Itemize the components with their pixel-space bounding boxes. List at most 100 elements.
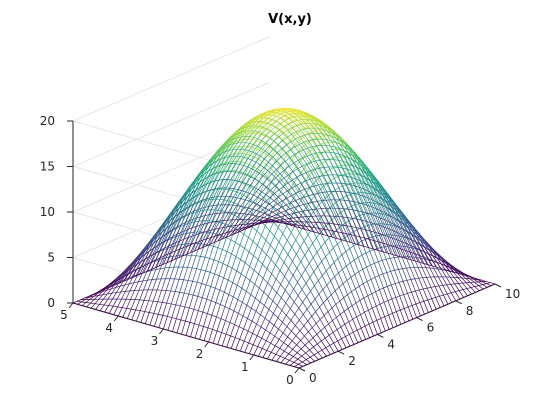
mesh-line-y-7-11 <box>310 286 314 291</box>
mesh-line-x-14-16 <box>277 199 282 205</box>
mesh-line-y-45-1 <box>100 299 104 304</box>
mesh-line-y-6-11 <box>315 294 319 299</box>
mesh-line-y-4-11 <box>324 312 328 316</box>
mesh-line-y-2-13 <box>341 324 345 327</box>
mesh-line-x-1-14 <box>235 338 240 340</box>
mesh-line-y-4-30 <box>399 269 403 270</box>
mesh-line-x-5-12 <box>260 302 265 306</box>
mesh-line-y-29-1 <box>172 305 176 318</box>
mesh-line-x-2-21 <box>207 314 212 316</box>
mesh-line-y-45-42 <box>260 212 264 213</box>
mesh-line-x-20-7 <box>341 241 346 252</box>
mesh-line-y-1-23 <box>385 315 389 317</box>
mesh-line-x-4-29 <box>179 279 184 280</box>
mesh-line-x-47-42 <box>289 218 294 219</box>
mesh-line-x-15-9 <box>313 243 318 252</box>
mesh-line-x-9-19 <box>244 234 249 237</box>
mesh-line-x-34-3 <box>414 267 419 278</box>
mesh-line-x-45-35 <box>313 201 318 202</box>
mesh-line-y-9-15 <box>317 247 321 252</box>
mesh-line-x-27-3 <box>387 273 392 285</box>
mesh-line-y-16-14 <box>282 198 286 206</box>
mesh-line-x-6-18 <box>237 271 242 274</box>
mesh-line-y-25-4 <box>202 271 206 284</box>
mesh-line-x-35-1 <box>427 288 432 299</box>
mesh-line-y-35-33 <box>270 138 274 141</box>
mesh-line-x-2-8 <box>266 341 271 344</box>
mesh-line-x-1-3 <box>285 358 290 360</box>
mesh-line-x-30-31 <box>272 116 277 119</box>
mesh-line-y-1-15 <box>353 330 357 332</box>
mesh-line-y-22-4 <box>215 276 219 288</box>
mesh-line-x-19-0 <box>369 324 374 336</box>
mesh-line-x-25-4 <box>374 263 379 275</box>
mesh-line-y-1-20 <box>373 320 377 322</box>
mesh-line-y-6-14 <box>327 281 331 285</box>
mesh-line-y-4-2 <box>289 349 293 353</box>
mesh-line-y-30-40 <box>320 160 324 167</box>
mesh-line-y-18-9 <box>253 231 257 241</box>
mesh-line-y-44-38 <box>249 201 253 202</box>
mesh-line-x-33-46 <box>216 213 221 221</box>
mesh-line-y-48-0 <box>82 302 86 305</box>
mesh-line-x-39-0 <box>447 294 452 303</box>
mesh-line-y-16-6 <box>250 270 254 281</box>
mesh-line-y-0-14 <box>354 343 358 345</box>
mesh-line-x-2-19 <box>216 317 221 319</box>
mesh-line-y-0-4 <box>315 360 319 362</box>
mesh-line-x-6-2 <box>309 341 314 346</box>
mesh-line-y-8-14 <box>318 261 322 266</box>
mesh-line-y-45-37 <box>241 206 245 207</box>
mesh-line-y-10-6 <box>277 298 281 306</box>
mesh-line-x-13-6 <box>318 281 323 290</box>
mesh-line-x-24-3 <box>375 277 380 289</box>
mesh-line-y-4-24 <box>375 276 379 278</box>
mesh-line-y-5-7 <box>304 321 308 326</box>
mesh-line-y-13-9 <box>276 256 280 265</box>
mesh-line-x-1-42 <box>109 306 114 307</box>
mesh-line-x-18-5 <box>342 269 347 280</box>
mesh-line-y-39-34 <box>256 162 260 164</box>
mesh-line-x-32-2 <box>411 279 416 291</box>
mesh-line-x-8-11 <box>276 279 281 284</box>
mesh-line-y-6-22 <box>358 255 362 257</box>
mesh-line-x-5-22 <box>215 274 220 276</box>
mesh-line-y-24-5 <box>210 260 214 272</box>
mesh-line-y-32-6 <box>178 245 182 256</box>
mesh-line-y-26-1 <box>185 308 189 321</box>
x-tick-mark-4 <box>456 301 462 304</box>
mesh-line-x-4-12 <box>256 311 261 314</box>
mesh-line-x-18-3 <box>351 292 356 303</box>
mesh-line-x-25-12 <box>338 176 343 185</box>
mesh-line-y-1-8 <box>326 345 330 347</box>
mesh-line-y-2-20 <box>368 308 372 310</box>
mesh-line-x-45-34 <box>317 201 322 202</box>
mesh-line-x-9-3 <box>316 323 321 330</box>
mesh-line-x-9-17 <box>253 241 258 245</box>
mesh-line-x-2-20 <box>212 315 217 317</box>
mesh-line-x-3-3 <box>293 349 298 352</box>
mesh-line-x-26-4 <box>378 262 383 274</box>
mesh-line-x-23-5 <box>362 255 367 267</box>
mesh-line-x-1-30 <box>163 315 168 316</box>
mesh-line-y-3-24 <box>380 288 384 290</box>
mesh-line-x-4-27 <box>188 280 193 281</box>
mesh-line-x-9-1 <box>325 338 330 345</box>
mesh-line-x-4-25 <box>197 282 202 283</box>
mesh-line-x-39-2 <box>438 277 443 286</box>
mesh-line-x-5-4 <box>296 336 301 341</box>
mesh-line-y-39-30 <box>240 157 244 158</box>
mesh-line-x-19-4 <box>351 277 356 289</box>
mesh-line-y-0-25 <box>397 324 401 326</box>
mesh-line-y-20-8 <box>240 234 244 245</box>
mesh-line-y-2-1 <box>294 359 298 362</box>
mesh-line-y-6-25 <box>370 250 374 252</box>
mesh-line-y-5-26 <box>378 260 382 261</box>
mesh-line-y-29-39 <box>321 152 325 159</box>
mesh-line-x-3-30 <box>171 291 176 292</box>
mesh-line-y-14-5 <box>255 288 259 298</box>
mesh-line-x-30-44 <box>213 197 218 206</box>
mesh-line-x-8-4 <box>308 321 313 328</box>
mesh-line-x-5-11 <box>264 306 269 310</box>
mesh-line-x-31-31 <box>276 118 281 121</box>
